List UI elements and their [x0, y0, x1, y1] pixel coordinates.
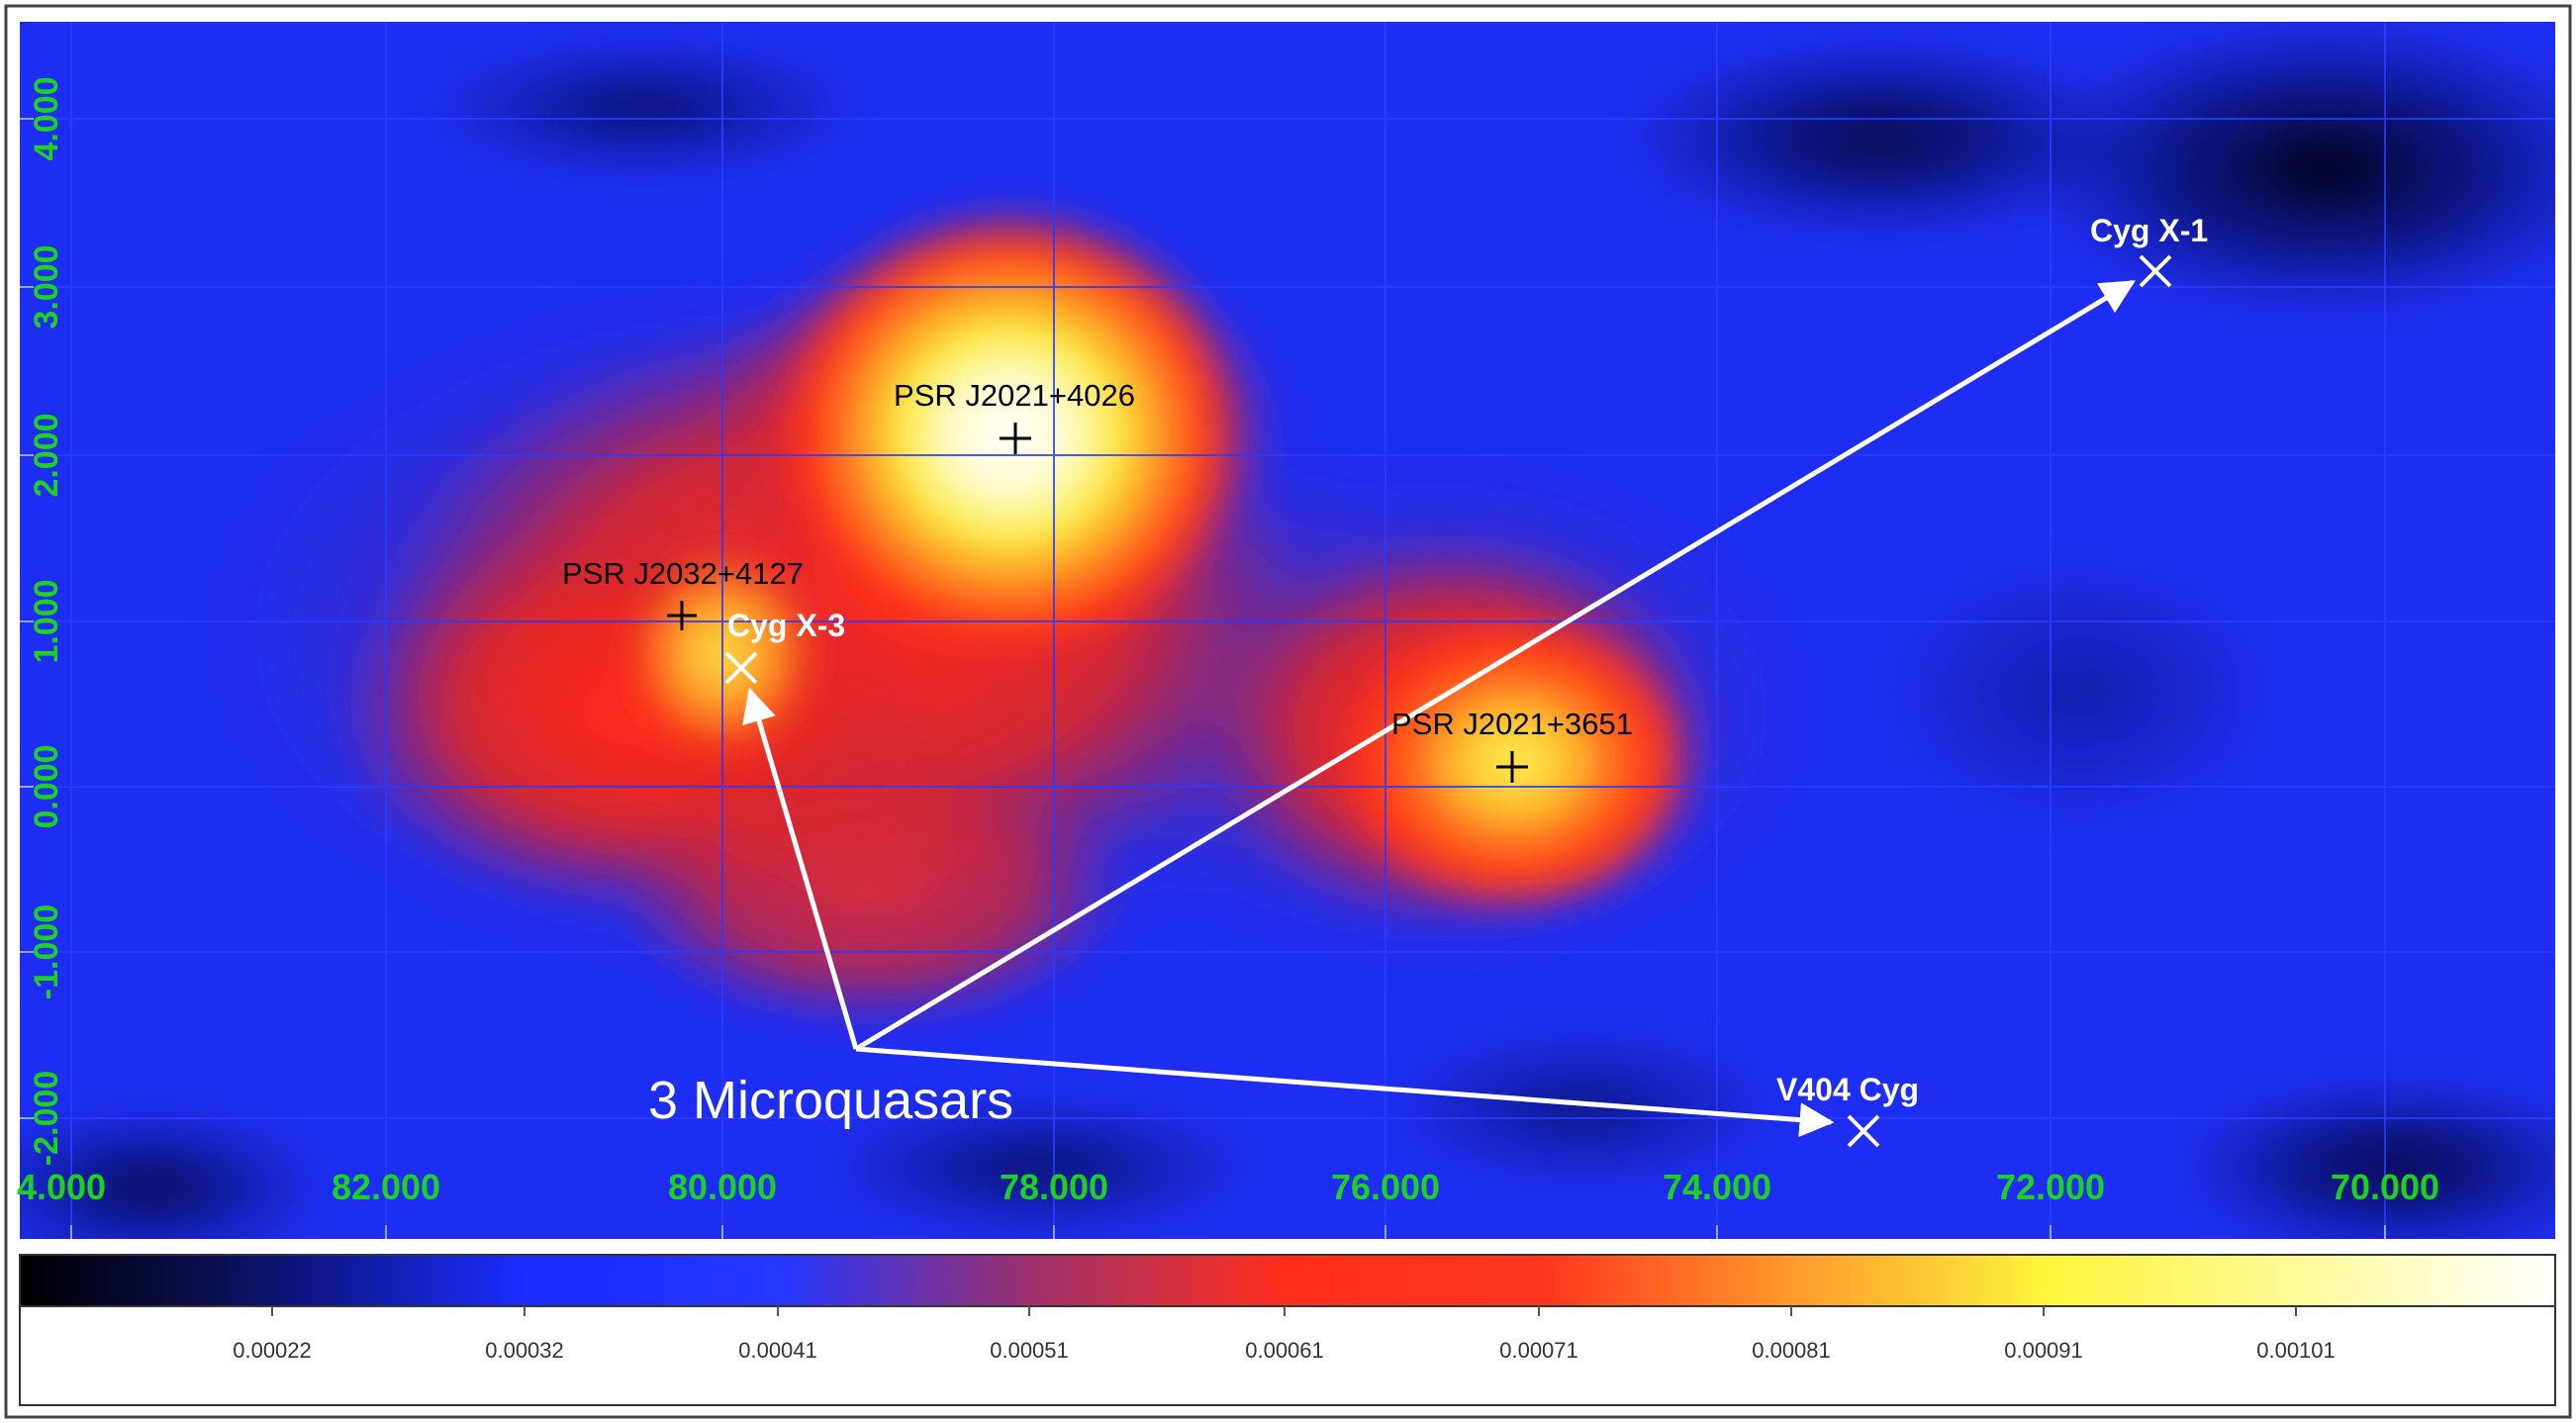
colorbar-tick-label: 0.00081 [1752, 1338, 1831, 1363]
x-tick-label: 74.000 [1663, 1167, 1771, 1207]
label-psr-j2032-4127: PSR J2032+4127 [562, 556, 804, 591]
arrow-to-cyg-x1 [854, 279, 2137, 1052]
x-tick-labels: 4.000 82.000 80.000 78.000 76.000 74.000… [17, 1167, 2439, 1207]
intensity-map [20, 22, 2555, 1239]
plus-marker-icon [1496, 751, 1528, 783]
y-tick-label: 0.000 [28, 744, 65, 828]
colorbar-tick-label: 0.00071 [1499, 1338, 1578, 1363]
colorbar-tick-label: 0.00061 [1245, 1338, 1324, 1363]
colorbar: 0.00022 0.00032 0.00041 0.00051 0.00061 … [19, 1254, 2556, 1406]
colorbar-tick-labels: 0.00022 0.00032 0.00041 0.00051 0.00061 … [233, 1338, 2336, 1363]
x-tick-label: 4.000 [17, 1167, 106, 1207]
colorbar-ticks [271, 1306, 2297, 1316]
x-tick-label: 72.000 [1996, 1167, 2105, 1207]
y-tick-label: -1.000 [28, 904, 65, 999]
colorbar-gradient [19, 1254, 2556, 1307]
arrow-to-v404-cyg [855, 1046, 1835, 1138]
colorbar-tick-label: 0.00022 [233, 1338, 312, 1363]
plus-marker-icon [1000, 423, 1031, 454]
y-tick-label: 4.000 [28, 76, 65, 160]
arrow-to-cyg-x3 [742, 687, 859, 1050]
colorbar-tick-label: 0.00041 [738, 1338, 817, 1363]
y-tick-label: -2.000 [28, 1071, 65, 1166]
axis-ticks [20, 118, 2386, 1239]
pulsar-markers [667, 423, 1528, 783]
label-psr-j2021-3651: PSR J2021+3651 [1391, 707, 1633, 741]
label-v404-cyg: V404 Cyg [1776, 1072, 1919, 1107]
label-cyg-x1: Cyg X-1 [2090, 213, 2208, 248]
colorbar-tick-label: 0.00051 [990, 1338, 1069, 1363]
x-tick-label: 70.000 [2331, 1167, 2439, 1207]
colorbar-tick-label: 0.00091 [2004, 1338, 2083, 1363]
source-labels: PSR J2021+4026 PSR J2032+4127 PSR J2021+… [562, 213, 2208, 1130]
y-tick-label: 1.000 [28, 579, 65, 663]
y-tick-label: 3.000 [28, 244, 65, 329]
colorbar-label-area [19, 1305, 2556, 1406]
microquasar-markers [724, 254, 2172, 1148]
plus-marker-icon [667, 601, 697, 630]
x-tick-label: 76.000 [1331, 1167, 1440, 1207]
label-psr-j2021-4026: PSR J2021+4026 [894, 378, 1135, 413]
x-tick-label: 80.000 [668, 1167, 777, 1207]
x-tick-label: 78.000 [1000, 1167, 1108, 1207]
x-marker-icon [2139, 254, 2172, 288]
y-tick-labels: 4.000 3.000 2.000 1.000 0.000 -1.000 -2.… [28, 76, 65, 1166]
label-cyg-x3: Cyg X-3 [727, 608, 845, 643]
x-marker-icon [724, 651, 758, 685]
label-microquasars: 3 Microquasars [648, 1071, 1013, 1130]
x-tick-label: 82.000 [332, 1167, 440, 1207]
y-tick-label: 2.000 [28, 413, 65, 497]
x-marker-icon [1847, 1114, 1880, 1148]
colorbar-tick-label: 0.00101 [2256, 1338, 2336, 1363]
colorbar-tick-label: 0.00032 [485, 1338, 564, 1363]
annotation-arrows [742, 279, 2137, 1138]
